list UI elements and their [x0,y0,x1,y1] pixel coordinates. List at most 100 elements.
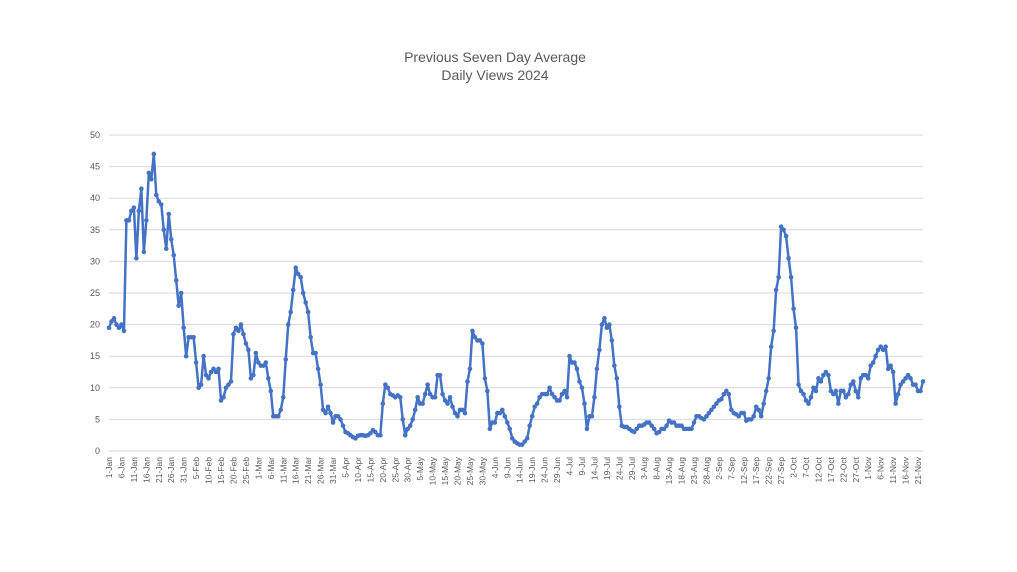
data-point [920,379,926,384]
data-point [880,347,886,353]
data-point [176,303,182,308]
data-point [422,391,428,397]
data-point [582,401,587,406]
data-point [450,404,455,410]
data-point [330,420,336,425]
x-tick-label: 22-Sep [764,457,774,485]
data-point [547,385,552,391]
gridlines [109,134,923,452]
x-tick-label: 25-Apr [390,457,400,483]
data-point [656,429,662,435]
data-point [873,353,879,359]
data-point [288,309,294,315]
data-point [537,394,542,400]
data-point [559,391,565,397]
data-point [303,300,308,305]
data-point [527,423,532,429]
x-tick-label: 20-Feb [228,457,238,484]
data-point [609,338,615,343]
x-tick-label: 9-Jun [502,457,512,479]
x-tick-label: 18-Aug [677,457,687,485]
data-point [544,391,550,397]
data-point [171,252,177,258]
data-point [452,410,458,416]
data-point [228,379,234,384]
y-tick-label: 0 [95,446,100,456]
data-point [599,322,605,327]
data-point [211,366,216,372]
x-tick-label: 31-Mar [328,457,338,484]
data-point [335,413,341,419]
data-point [577,379,582,384]
data-point [178,290,184,296]
data-point [196,385,201,391]
x-tick-label: 24-Jul [614,457,624,480]
data-point [768,344,774,350]
x-tick-label: 26-Mar [316,457,326,484]
data-point [617,404,622,410]
y-tick-label: 20 [90,320,100,330]
data-point [831,391,836,397]
data-point [467,366,473,372]
data-point [470,328,475,334]
x-tick-label: 8-Aug [652,457,662,480]
x-tick-label: 4-Jul [565,457,575,476]
data-point [778,224,784,229]
x-tick-label: 19-Jul [602,457,612,480]
data-point [482,376,488,381]
data-point [522,439,528,444]
data-point [883,344,888,350]
data-point [397,394,403,400]
data-point [836,401,841,406]
data-point [405,426,411,432]
data-point [136,208,142,214]
x-tick-label: 16-Nov [901,456,911,484]
data-point [574,366,580,372]
data-point [850,379,856,384]
data-point [549,391,555,397]
data-point [803,398,809,403]
data-point [472,334,478,340]
x-tick-label: 30-May [477,456,487,485]
data-point [726,391,732,397]
data-point [380,401,386,406]
x-tick-label: 23-Aug [689,457,699,485]
data-point [266,376,271,381]
x-tick-label: 15-Apr [365,457,375,483]
data-point [890,369,896,375]
x-tick-label: 24-Jun [540,457,550,483]
data-point [567,353,572,359]
data-point [193,360,199,365]
data-point [166,211,172,217]
data-point [126,218,132,223]
y-tick-label: 25 [90,288,100,298]
data-point [121,328,127,334]
data-point [903,376,908,381]
data-point [888,363,893,368]
x-tick-label: 22-Oct [838,456,848,482]
data-point [721,391,727,397]
data-point [305,309,311,315]
data-point [308,334,313,340]
data-point [771,328,776,334]
data-point [141,249,147,255]
data-point [761,401,766,406]
x-tick-label: 10-May [428,456,438,485]
data-point [221,394,226,400]
data-point [425,382,430,387]
data-point [753,404,759,410]
data-point [913,382,918,387]
data-point [729,407,734,413]
data-point [552,394,557,400]
data-point [788,274,794,280]
data-point [477,338,483,343]
y-tick-label: 45 [90,162,100,172]
data-point [290,287,296,293]
data-point [741,410,747,416]
x-tick-label: 5-May [415,456,425,480]
data-point [298,274,303,280]
data-point [208,369,214,375]
data-point [106,325,112,331]
x-tick-label: 15-May [440,456,450,485]
data-point [383,382,388,387]
